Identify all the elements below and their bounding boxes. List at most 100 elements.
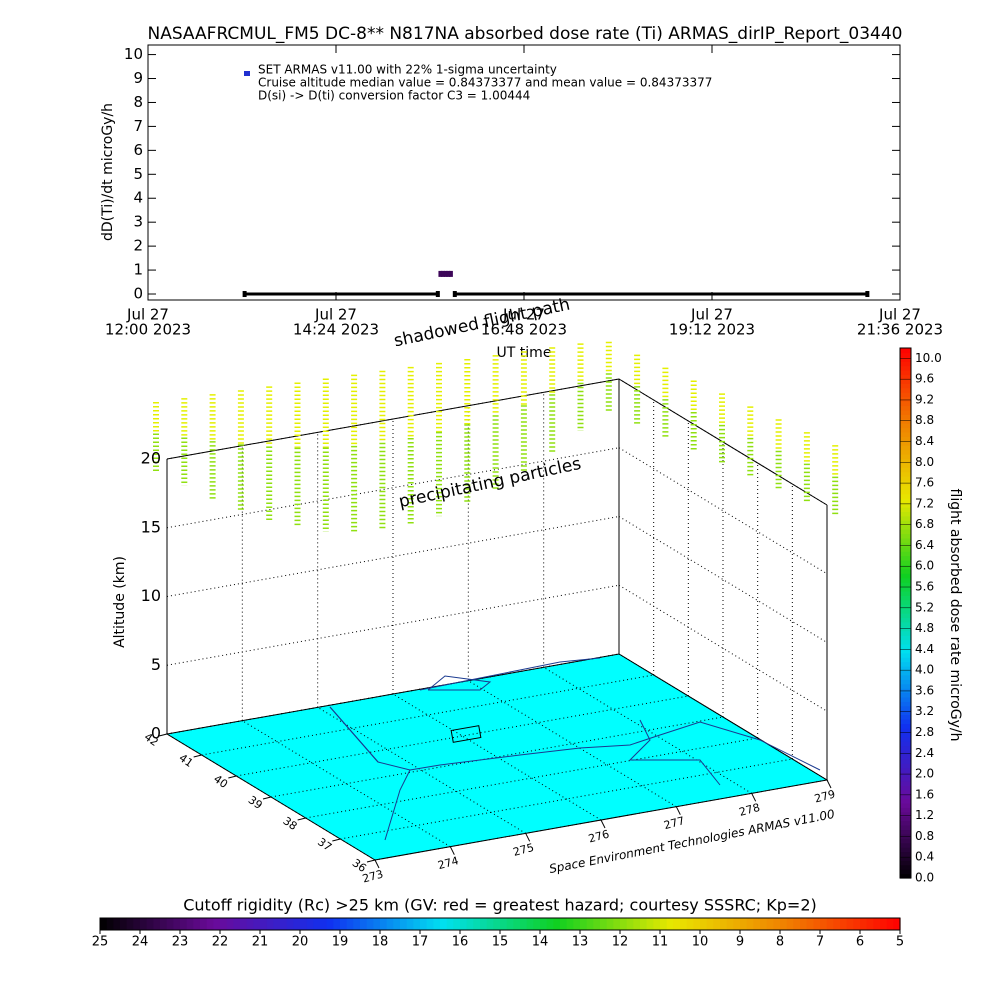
colorbar-strip [286,918,294,930]
colorbar-strip [580,918,588,930]
colorbar-tick-label: 6.8 [915,517,934,531]
colorbar-tick-label: 0.8 [915,829,934,843]
colorbar-tick-label: 8.4 [915,434,934,448]
colorbar-strip [900,401,911,407]
colorbar-strip [900,551,911,557]
colorbar-strip [846,918,854,930]
colorbar-tick-label: 1.6 [915,787,934,801]
x-tick-label: Jul 27 [314,306,357,324]
x-tick-label: 12:00 2023 [105,321,191,339]
colorbar-strip [900,577,911,583]
grid-line [340,758,793,840]
colorbar-strip [193,918,201,930]
colorbar-strip [440,918,448,930]
colorbar-tick-label: 7.6 [915,476,934,490]
colorbar-strip [120,918,128,930]
colorbar-strip [900,873,911,879]
z-axis-label: Altitude (km) [112,556,128,648]
colorbar-strip [900,714,911,720]
lake [427,675,492,691]
colorbar-strip [900,842,911,848]
river [628,719,721,786]
colorbar-tick-label: 3.2 [915,704,934,718]
colorbar-strip [806,918,814,930]
colorbar-strip [433,918,441,930]
x-tick-label: Jul 27 [878,306,921,324]
colorbar-strip [793,918,801,930]
colorbar-strip [900,458,911,464]
colorbar-strip [300,918,308,930]
colorbar-strip [320,918,328,930]
colorbar-tick-label: 9.2 [915,392,934,406]
colorbar-strip [900,798,911,804]
colorbar-strip [233,918,241,930]
tick-mark [751,793,757,802]
colorbar-strip [900,356,911,362]
border [419,657,601,691]
colorbar-strip [900,767,911,773]
colorbar-strip [900,608,911,614]
y-tick-label: 0 [133,285,143,303]
colorbar-tick-label: 8 [776,935,784,950]
colorbar-tick-label: 5.6 [915,580,934,594]
colorbar-strip [900,635,911,641]
colorbar-strip [900,749,911,755]
colorbar-strip [900,546,911,552]
x-tick-label: Jul 27 [690,306,733,324]
y-tick-label: 7 [133,117,143,135]
colorbar-strip [900,838,911,844]
y-tick-label: 39 [246,793,265,812]
colorbar-strip [900,599,911,605]
colorbar-strip [693,918,701,930]
colorbar-strip [546,918,554,930]
colorbar-strip [900,418,911,424]
y-tick-label: 8 [133,93,143,111]
colorbar-strip [333,918,341,930]
colorbar-strip [573,918,581,930]
colorbar-strip [900,590,911,596]
grid-line [618,516,828,643]
colorbar-strip [900,670,911,676]
colorbar-strip [900,727,911,733]
colorbar-tick-label: 23 [172,935,189,950]
colorbar-strip [900,710,911,716]
y-tick-label: 4 [133,189,143,207]
colorbar-tick-label: 15 [492,935,509,950]
colorbar-tick-label: 2.4 [915,746,934,760]
x-tick-label: Jul 27 [502,306,545,324]
colorbar-strip [900,595,911,601]
colorbar-strip [900,582,911,588]
colorbar-strip [900,436,911,442]
colorbar-strip [900,489,911,495]
colorbar-strip [566,918,574,930]
colorbar-tick-label: 20 [292,935,309,950]
colorbar-strip [900,688,911,694]
colorbar-strip [246,918,254,930]
colorbar-strip [900,829,911,835]
colorbar-strip [700,918,708,930]
x-tick-label: 275 [512,841,536,859]
colorbar-strip [173,918,181,930]
colorbar-strip [780,918,788,930]
tick-mark [449,846,455,855]
colorbar-strip [900,657,911,663]
colorbar-strip [900,758,911,764]
colorbar-strip [900,807,911,813]
colorbar-strip [900,502,911,508]
data-point [865,291,870,298]
colorbar-strip [686,918,694,930]
colorbar-strip [900,864,911,870]
colorbar-strip [266,918,274,930]
colorbar-strip [900,639,911,645]
colorbar-strip [646,918,654,930]
map-outline [329,657,821,841]
colorbar-strip [593,918,601,930]
colorbar-strip [726,918,734,930]
colorbar-strip [900,652,911,658]
tick-mark [297,817,306,821]
colorbar-strip [900,568,911,574]
colorbar-tick-label: 4.4 [915,642,934,656]
z-tick-label: 0 [151,724,161,743]
colorbar-strip [900,741,911,747]
